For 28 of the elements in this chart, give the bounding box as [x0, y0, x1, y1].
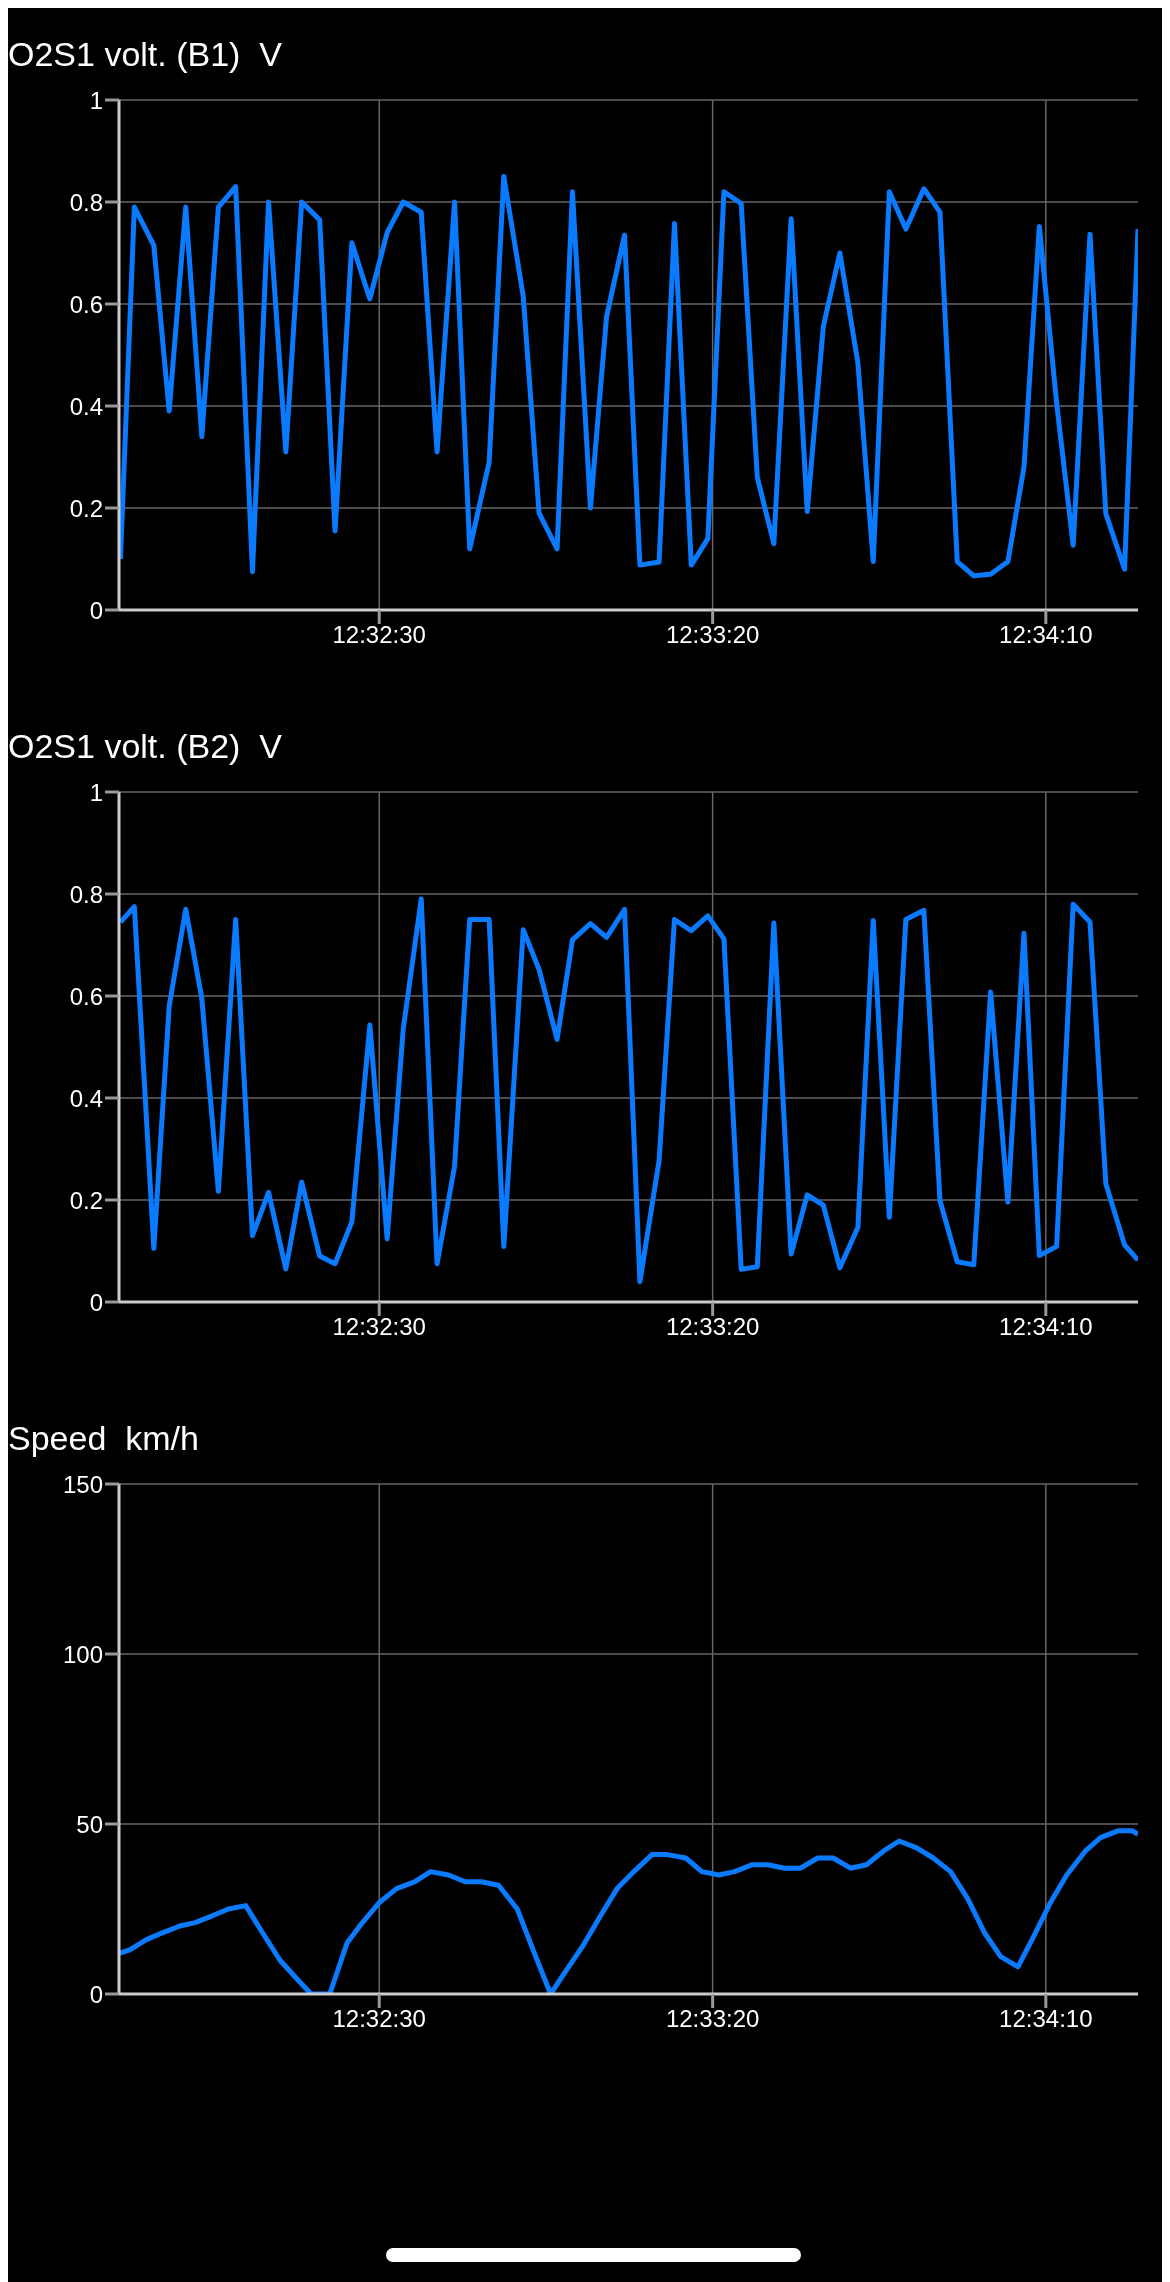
y-tick-label: 0.6 — [69, 982, 103, 1010]
y-tick-label: 0 — [89, 596, 103, 624]
y-tick-label: 100 — [62, 1640, 103, 1668]
x-tick-label: 12:32:30 — [332, 621, 426, 649]
chart-title: O2S1 volt. (B1) V — [8, 34, 283, 75]
y-tick-label: 0.8 — [69, 880, 103, 908]
chart-title: O2S1 volt. (B2) V — [8, 726, 283, 767]
y-tick-label: 0.2 — [69, 1186, 103, 1214]
chart-title: Speed km/h — [8, 1418, 200, 1459]
y-tick-label: 0.2 — [69, 494, 103, 522]
x-tick-label: 12:33:20 — [665, 621, 760, 649]
y-tick-label: 1 — [89, 86, 103, 114]
x-tick-label: 12:33:20 — [665, 1313, 760, 1341]
x-tick-label: 12:34:10 — [999, 1313, 1093, 1341]
y-tick-label: 0 — [89, 1288, 103, 1316]
x-tick-label: 12:33:20 — [665, 2005, 760, 2033]
y-tick-label: 1 — [89, 778, 103, 806]
y-tick-label: 0.6 — [69, 290, 103, 318]
y-tick-label: 0.4 — [69, 1084, 103, 1112]
x-tick-label: 12:34:10 — [999, 2005, 1093, 2033]
y-tick-label: 0.4 — [69, 392, 103, 420]
y-tick-label: 150 — [62, 1470, 103, 1498]
x-tick-label: 12:32:30 — [332, 2005, 426, 2033]
y-tick-label: 0.8 — [69, 188, 103, 216]
x-tick-label: 12:32:30 — [332, 1313, 426, 1341]
y-tick-label: 50 — [76, 1810, 103, 1838]
x-tick-label: 12:34:10 — [999, 621, 1093, 649]
y-tick-label: 0 — [89, 1980, 103, 2008]
